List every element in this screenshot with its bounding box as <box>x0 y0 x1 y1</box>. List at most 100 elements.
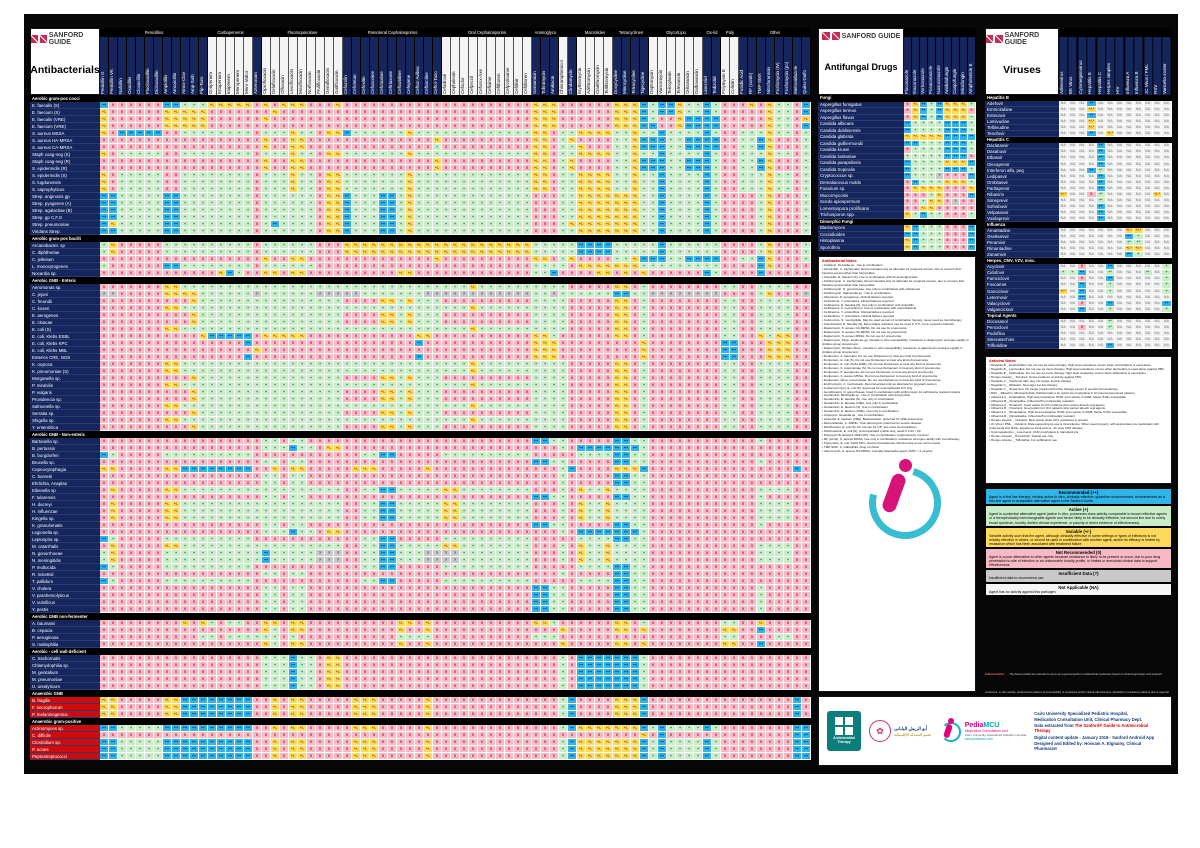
activity-cell: + <box>424 200 433 207</box>
activity-cell: ++ <box>613 529 622 536</box>
activity-cell: 0 <box>208 340 217 347</box>
activity-cell: 0 <box>685 354 694 361</box>
activity-cell: + <box>559 501 568 508</box>
activity-cell: 0 <box>676 319 685 326</box>
activity-cell: 0 <box>172 396 181 403</box>
activity-cell: 0 <box>649 403 658 410</box>
activity-cell: + <box>685 200 694 207</box>
activity-cell: 0 <box>496 165 505 172</box>
activity-cell: 0 <box>550 228 559 235</box>
activity-cell: 0 <box>712 298 721 305</box>
activity-cell: 0 <box>793 305 802 312</box>
activity-cell: + <box>397 515 406 522</box>
activity-cell: 0 <box>478 165 487 172</box>
organism-row: Kingella sp. 0 +/- 0 0 0 0 0 +/- +/- + + + + + + + + + + + + +… <box>30 515 812 522</box>
organism-label: F. tularensis <box>30 494 100 501</box>
activity-cell: + <box>460 193 469 200</box>
activity-cell: + <box>631 487 640 494</box>
activity-cell: + <box>478 179 487 186</box>
activity-cell: 0 <box>604 137 613 144</box>
drug-group-label <box>559 28 568 37</box>
activity-cell: 0 <box>496 347 505 354</box>
activity-cell: + <box>640 508 649 515</box>
activity-cell: 0 <box>793 151 802 158</box>
activity-cell: 0 <box>694 501 703 508</box>
activity-cell: 0 <box>127 123 136 130</box>
activity-cell: + <box>226 263 235 270</box>
activity-cell: 0 <box>424 529 433 536</box>
activity-cell: + <box>622 256 631 263</box>
activity-cell: + <box>415 368 424 375</box>
activity-cell: 0 <box>352 543 361 550</box>
activity-cell: + <box>199 515 208 522</box>
activity-cell: 0 <box>658 326 667 333</box>
activity-cell: + <box>487 501 496 508</box>
organism-label: Eikenella sp <box>30 487 100 494</box>
activity-cell: + <box>397 151 406 158</box>
activity-cell: + <box>559 410 568 417</box>
activity-cell: 0 <box>586 305 595 312</box>
activity-cell: 0 <box>154 452 163 459</box>
activity-cell: + <box>199 326 208 333</box>
activity-cell: +/- <box>595 263 604 270</box>
activity-cell: + <box>352 305 361 312</box>
activity-cell: 0 <box>712 529 721 536</box>
activity-cell: 0 <box>127 102 136 109</box>
activity-cell: + <box>415 501 424 508</box>
activity-cell: +/- <box>424 249 433 256</box>
activity-cell: + <box>451 214 460 221</box>
activity-cell: 0 <box>370 410 379 417</box>
activity-cell: + <box>307 305 316 312</box>
activity-cell: 0 <box>703 319 712 326</box>
activity-cell: + <box>487 151 496 158</box>
activity-cell: 0 <box>784 242 793 249</box>
activity-cell: + <box>721 389 730 396</box>
activity-cell: 0 <box>397 347 406 354</box>
activity-cell: 0 <box>181 319 190 326</box>
activity-cell: + <box>649 116 658 123</box>
activity-cell: + <box>631 459 640 466</box>
activity-cell: + <box>127 151 136 158</box>
activity-cell: 0 <box>577 396 586 403</box>
activity-cell: + <box>334 501 343 508</box>
activity-cell: 0 <box>496 522 505 529</box>
activity-cell: 0 <box>118 347 127 354</box>
activity-cell: 0 <box>100 144 109 151</box>
activity-cell: 0 <box>406 347 415 354</box>
activity-cell: 0 <box>118 354 127 361</box>
activity-cell: + <box>298 193 307 200</box>
activity-cell: 0 <box>442 333 451 340</box>
activity-cell: + <box>262 480 271 487</box>
activity-cell: 0 <box>505 109 514 116</box>
activity-cell: 0 <box>154 298 163 305</box>
activity-cell: 0 <box>397 354 406 361</box>
activity-cell: 0 <box>748 452 757 459</box>
activity-cell: + <box>109 536 118 543</box>
activity-cell: 0 <box>523 137 532 144</box>
activity-cell: 0 <box>487 480 496 487</box>
activity-cell: 0 <box>172 459 181 466</box>
activity-cell: 0 <box>361 459 370 466</box>
activity-cell: 0 <box>154 312 163 319</box>
activity-cell: + <box>298 501 307 508</box>
activity-cell: 0 <box>658 396 667 403</box>
activity-cell: ++ <box>703 137 712 144</box>
activity-cell: 0 <box>316 466 325 473</box>
activity-cell: + <box>442 382 451 389</box>
activity-cell: + <box>217 284 226 291</box>
activity-cell: + <box>361 382 370 389</box>
activity-cell: + <box>523 284 532 291</box>
activity-cell: 0 <box>712 319 721 326</box>
activity-cell: 0 <box>316 333 325 340</box>
organism-row: P. vulgaris 0 0 0 0 0 0 0 0 0 0 +/- + + + + + + + + + + + + + + + +… <box>30 389 812 396</box>
sanford-logo-icon <box>31 35 38 43</box>
activity-cell: + <box>442 417 451 424</box>
activity-cell: 0 <box>451 312 460 319</box>
activity-cell: +/- <box>325 228 334 235</box>
activity-cell: 0 <box>478 137 487 144</box>
drug-column-header: Ertapenem <box>217 37 226 95</box>
activity-cell: 0 <box>469 480 478 487</box>
activity-cell: + <box>280 228 289 235</box>
activity-cell: + <box>244 284 253 291</box>
activity-cell: 0 <box>460 494 469 501</box>
